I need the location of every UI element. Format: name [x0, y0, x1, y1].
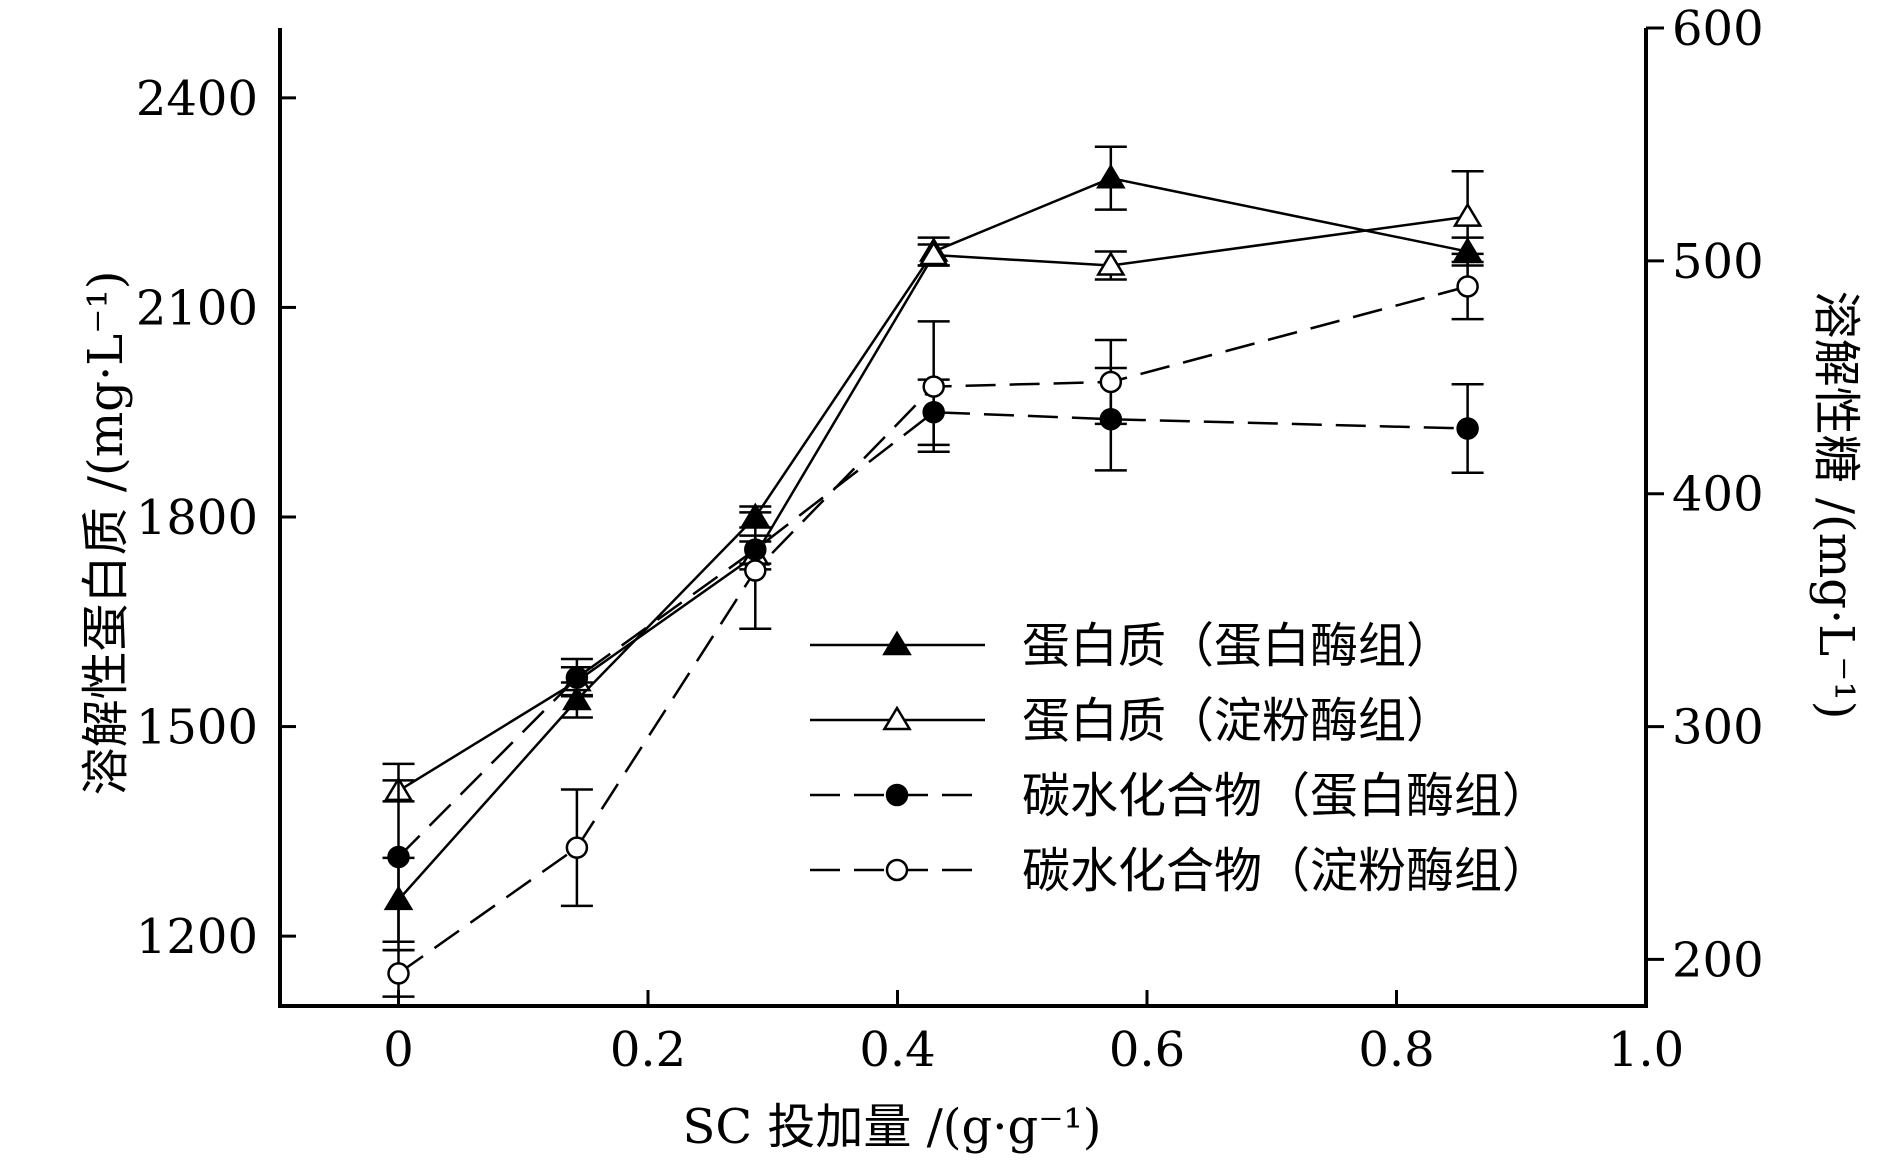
data-point — [387, 845, 410, 869]
series-carb-amylase — [382, 252, 1484, 998]
data-point — [387, 962, 410, 985]
tick-labels: 0 0.2 0.4 0.6 0.8 1.0 1200 1500 1800 2100 2400 200 3… — [136, 1, 1764, 1078]
data-point — [1456, 417, 1479, 440]
legend-marker — [885, 783, 909, 807]
tick-marks — [280, 26, 1664, 1006]
y-right-tick-label: 500 — [1672, 234, 1764, 290]
y-right-tick-label: 200 — [1672, 932, 1764, 988]
x-tick-label: 0.4 — [859, 1022, 935, 1078]
y-right-tick-label: 600 — [1672, 1, 1764, 57]
x-tick-label: 0 — [383, 1022, 414, 1078]
data-point — [1452, 202, 1483, 227]
data-point — [1096, 163, 1126, 189]
data-point — [1096, 251, 1126, 276]
y-axis-left-title: 溶解性蛋白质 /(mg·L⁻¹) — [78, 271, 134, 796]
data-point — [744, 559, 767, 582]
legend-label: 蛋白质（淀粉酶组） — [1022, 693, 1454, 749]
y-right-tick-label: 300 — [1672, 700, 1764, 756]
x-tick-label: 0.8 — [1358, 1022, 1434, 1078]
y-axis-right-title: 溶解性糖 /(mg·L⁻¹) — [1808, 291, 1864, 720]
y-right-tick-label: 400 — [1672, 467, 1764, 523]
y-left-tick-label: 1200 — [136, 909, 258, 965]
legend-label: 碳水化合物（淀粉酶组） — [1022, 843, 1550, 899]
data-point — [1099, 370, 1123, 394]
y-left-tick-label: 2400 — [136, 71, 258, 127]
legend-label: 蛋白质（蛋白酶组） — [1022, 618, 1454, 674]
x-tick-label: 0.2 — [610, 1022, 686, 1078]
legend-marker — [882, 705, 912, 731]
legend-label: 碳水化合物（蛋白酶组） — [1022, 768, 1550, 824]
data-point — [1456, 275, 1479, 298]
series-line — [397, 215, 1468, 792]
data-point — [918, 240, 949, 266]
data-point — [565, 836, 589, 859]
legend-marker — [885, 858, 909, 882]
legend: 蛋白质（蛋白酶组） 蛋白质（淀粉酶组） 碳水化合物（蛋白酶组） 碳水化合物（淀粉酶组） — [810, 618, 1550, 899]
data-point — [565, 666, 589, 689]
data-point — [922, 375, 945, 398]
y-left-tick-label: 2100 — [136, 280, 258, 336]
legend-item-carb-amylase: 碳水化合物（淀粉酶组） — [810, 843, 1550, 899]
legend-marker — [882, 630, 912, 656]
y-left-tick-label: 1500 — [136, 700, 258, 756]
series-line — [397, 285, 1468, 975]
legend-item-carb-protease: 碳水化合物（蛋白酶组） — [810, 768, 1550, 824]
legend-item-protein-protease: 蛋白质（蛋白酶组） — [810, 618, 1454, 674]
x-axis-title: SC 投加量 /(g·g⁻¹) — [682, 1099, 1101, 1155]
y-left-tick-label: 1800 — [136, 490, 258, 546]
series-line — [397, 176, 1468, 901]
data-point — [562, 685, 592, 711]
series-layer — [382, 145, 1484, 998]
legend-item-protein-amylase: 蛋白质（淀粉酶组） — [810, 693, 1454, 749]
x-tick-label: 0.6 — [1109, 1022, 1185, 1078]
series-line — [397, 410, 1468, 858]
x-tick-label: 1.0 — [1608, 1022, 1684, 1078]
